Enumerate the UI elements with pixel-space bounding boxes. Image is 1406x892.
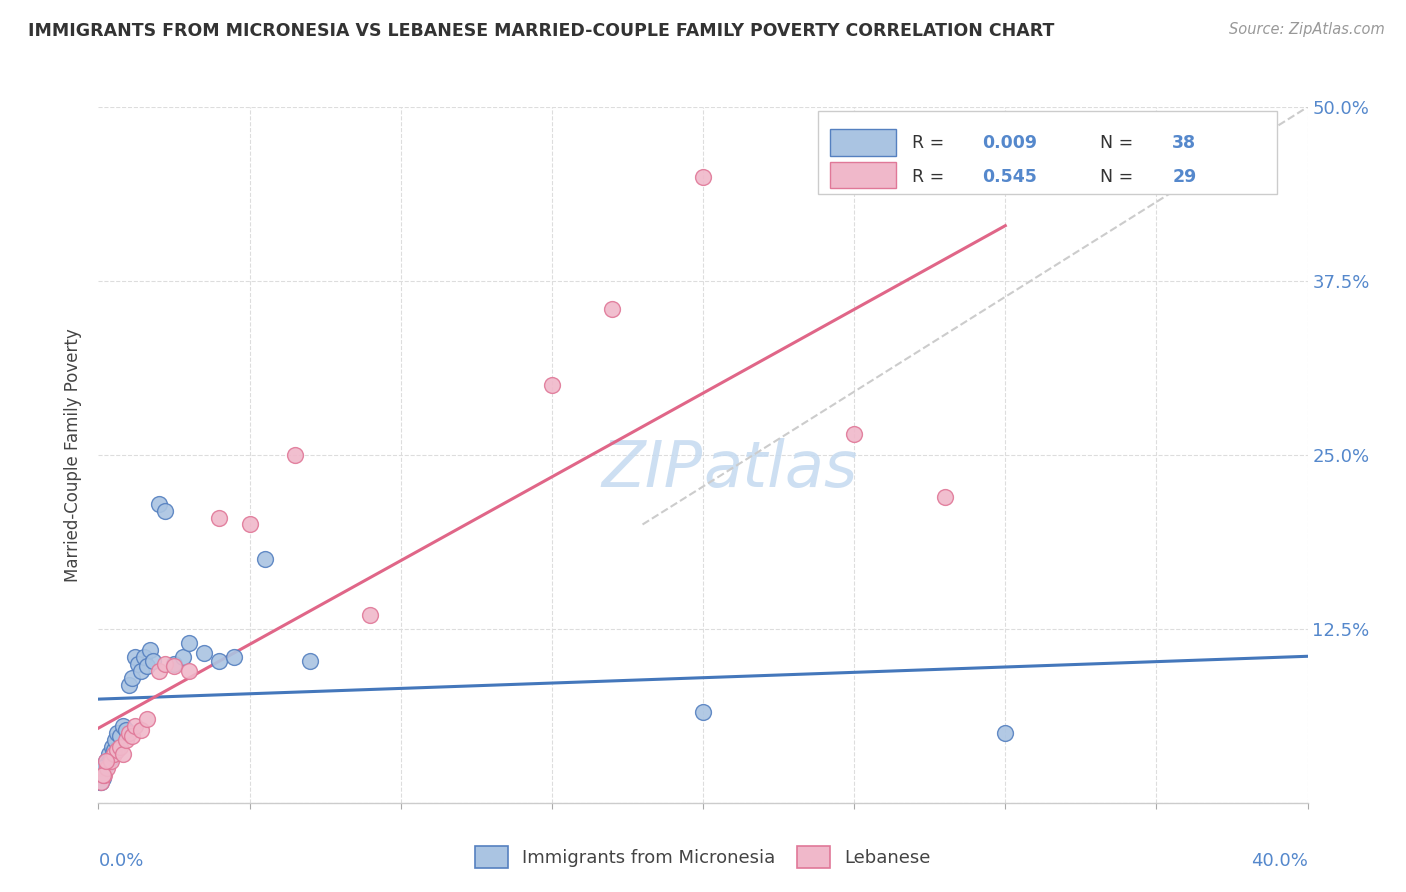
Point	[89, 775, 111, 789]
Point	[148, 664, 170, 678]
Y-axis label: Married-Couple Family Poverty: Married-Couple Family Poverty	[65, 328, 83, 582]
Point	[994, 726, 1017, 740]
Text: ZIP: ZIP	[602, 438, 703, 500]
Point	[153, 657, 176, 671]
Legend: Immigrants from Micronesia, Lebanese: Immigrants from Micronesia, Lebanese	[467, 838, 939, 877]
Text: IMMIGRANTS FROM MICRONESIA VS LEBANESE MARRIED-COUPLE FAMILY POVERTY CORRELATION: IMMIGRANTS FROM MICRONESIA VS LEBANESE M…	[28, 22, 1054, 40]
Point	[103, 747, 125, 761]
Point	[124, 719, 146, 733]
Point	[94, 754, 117, 768]
Point	[148, 497, 170, 511]
Point	[172, 649, 194, 664]
Point	[193, 646, 215, 660]
Text: R =: R =	[912, 169, 950, 186]
Text: 0.545: 0.545	[983, 169, 1038, 186]
Point	[153, 503, 176, 517]
Point	[360, 607, 382, 622]
Point	[299, 654, 322, 668]
Point	[284, 448, 307, 462]
FancyBboxPatch shape	[830, 129, 897, 156]
Point	[135, 659, 157, 673]
Point	[121, 671, 143, 685]
Point	[602, 301, 624, 316]
Point	[139, 642, 162, 657]
Point	[224, 649, 246, 664]
Point	[105, 726, 128, 740]
Text: R =: R =	[912, 134, 950, 152]
FancyBboxPatch shape	[818, 111, 1278, 194]
Point	[124, 649, 146, 664]
Point	[108, 740, 131, 755]
Point	[121, 729, 143, 743]
Point	[103, 743, 125, 757]
Text: 38: 38	[1173, 134, 1197, 152]
Point	[541, 378, 564, 392]
Point	[114, 733, 136, 747]
Point	[108, 729, 131, 743]
Text: atlas: atlas	[703, 438, 858, 500]
Text: N =: N =	[1099, 134, 1139, 152]
Point	[100, 754, 122, 768]
Point	[163, 657, 186, 671]
Point	[114, 723, 136, 738]
Point	[163, 659, 186, 673]
Text: Source: ZipAtlas.com: Source: ZipAtlas.com	[1229, 22, 1385, 37]
Point	[90, 775, 112, 789]
Text: 0.009: 0.009	[983, 134, 1038, 152]
Point	[129, 723, 152, 738]
Point	[93, 761, 115, 775]
Point	[111, 719, 134, 733]
FancyBboxPatch shape	[830, 162, 897, 188]
Point	[105, 743, 128, 757]
Point	[90, 775, 112, 789]
Point	[179, 636, 201, 650]
Point	[101, 740, 124, 755]
Point	[934, 490, 956, 504]
Point	[135, 712, 157, 726]
Point	[96, 756, 118, 771]
Point	[111, 747, 134, 761]
Point	[118, 726, 141, 740]
Point	[692, 706, 714, 720]
Point	[90, 768, 112, 782]
Point	[104, 733, 127, 747]
Point	[91, 771, 114, 785]
Point	[129, 664, 152, 678]
Point	[179, 664, 201, 678]
Point	[239, 517, 262, 532]
Text: N =: N =	[1099, 169, 1139, 186]
Point	[253, 552, 276, 566]
Point	[94, 754, 117, 768]
Point	[692, 169, 714, 184]
Text: 0.0%: 0.0%	[98, 852, 143, 870]
Point	[844, 427, 866, 442]
Point	[118, 677, 141, 691]
Point	[91, 761, 114, 775]
Point	[100, 751, 122, 765]
Text: 40.0%: 40.0%	[1251, 852, 1308, 870]
Point	[91, 768, 114, 782]
Point	[98, 747, 121, 761]
Point	[93, 768, 115, 782]
Point	[208, 510, 231, 524]
Point	[96, 761, 118, 775]
Point	[132, 649, 155, 664]
Point	[127, 657, 149, 671]
Text: 29: 29	[1173, 169, 1197, 186]
Point	[208, 654, 231, 668]
Point	[142, 654, 165, 668]
